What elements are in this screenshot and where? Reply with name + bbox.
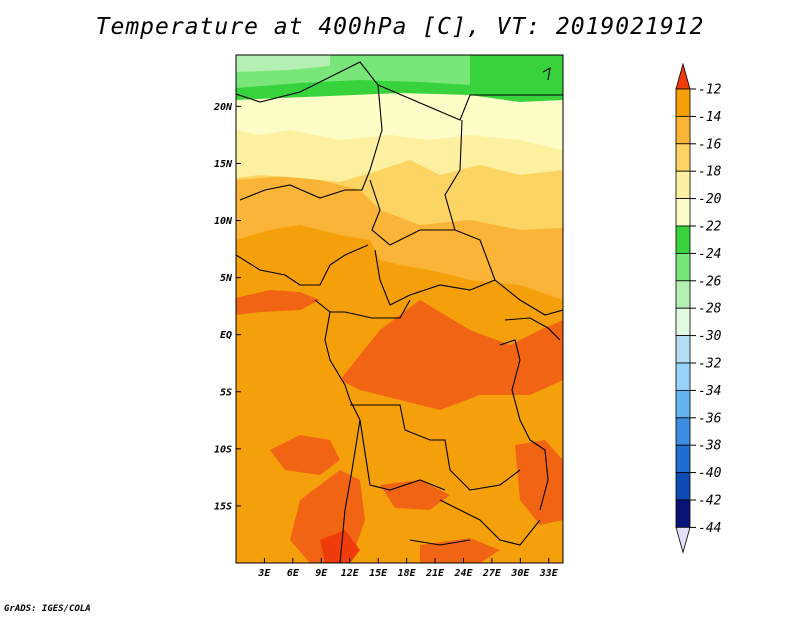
lon-tick-label: 3E — [257, 568, 271, 579]
field-warm-patch — [270, 435, 340, 475]
border-line — [324, 311, 361, 421]
lon-tick-label: 33E — [539, 568, 559, 579]
colorbar-label: -32 — [698, 357, 722, 372]
lat-tick-label: 10N — [214, 216, 233, 227]
colorbar-label: -18 — [698, 165, 722, 180]
border-line — [369, 179, 455, 246]
lon-axis: 3E 6E 9E 12E 15E 18E 21E 24E 27E 30E 33E — [257, 558, 559, 579]
colorbar-swatch — [675, 225, 691, 254]
lat-tick-label: 10S — [214, 444, 232, 455]
map-frame — [235, 54, 564, 564]
colorbar-label: -38 — [698, 439, 722, 454]
field-warm-patch — [515, 440, 563, 525]
border-line — [350, 404, 521, 491]
lon-tick-label: 18E — [398, 568, 417, 579]
field-band-minus28 — [236, 55, 330, 72]
colorbar-label: -12 — [698, 83, 722, 98]
border-line — [409, 539, 471, 546]
border-line — [439, 499, 541, 546]
colorbar-label: -40 — [698, 466, 722, 481]
lon-tick-label: 6E — [287, 568, 300, 579]
temperature-field — [236, 55, 563, 563]
colorbar-swatch — [675, 170, 691, 199]
colorbar-label: -34 — [698, 384, 721, 399]
colorbar-label: -16 — [698, 137, 722, 152]
border-line — [444, 119, 563, 316]
border-line — [542, 66, 551, 81]
border-line — [374, 249, 496, 306]
border-line — [339, 419, 361, 563]
colorbar-swatch — [675, 143, 691, 172]
colorbar-label: -20 — [698, 192, 722, 207]
lat-tick-label: EQ — [220, 330, 232, 341]
field-hot-patch — [320, 530, 360, 563]
field-warm-patch — [420, 538, 500, 563]
colorbar-swatch — [675, 307, 691, 337]
lon-tick-label: 21E — [425, 568, 445, 579]
colorbar-label: -22 — [698, 220, 722, 235]
lon-tick-label: 15E — [369, 568, 388, 579]
colorbar-swatch — [675, 499, 691, 528]
grads-credit: GrADS: IGES/COLA — [4, 604, 91, 614]
colorbar-top-arrow — [675, 62, 691, 90]
lon-tick-label: 27E — [482, 568, 502, 579]
colorbar: -12 -14 -16 -18 -20 -22 -24 -26 -28 -30 -32 -34 -36 -… — [675, 62, 722, 554]
colorbar-swatch — [675, 198, 691, 227]
colorbar-bottom-arrow — [675, 527, 691, 554]
colorbar-swatch — [675, 252, 691, 282]
border-line — [359, 419, 446, 491]
border-line — [236, 61, 383, 201]
colorbar-swatch — [675, 88, 691, 117]
colorbar-label: -14 — [698, 110, 721, 125]
colorbar-label: -24 — [698, 247, 721, 262]
colorbar-label: -36 — [698, 411, 722, 426]
colorbar-swatch — [675, 444, 691, 474]
colorbar-label: -42 — [698, 494, 722, 509]
lon-tick-label: 24E — [453, 568, 473, 579]
colorbar-swatch — [675, 417, 691, 446]
lon-tick-label: 30E — [510, 568, 530, 579]
country-borders — [236, 61, 563, 563]
border-line — [314, 299, 411, 319]
lat-tick-label: 5N — [220, 273, 233, 284]
lon-tick-label: 9E — [315, 568, 328, 579]
colorbar-swatch — [675, 389, 691, 419]
field-warm-patch — [340, 300, 563, 410]
border-line — [236, 244, 369, 286]
border-line — [504, 317, 561, 341]
field-warm-patch — [236, 290, 320, 315]
border-line — [499, 339, 549, 511]
colorbar-swatch — [675, 280, 691, 309]
chart-title: Temperature at 400hPa [C], VT: 201902191… — [95, 14, 705, 40]
colorbar-label: -30 — [698, 329, 722, 344]
lat-axis: 20N 15N 10N 5N EQ 5S 10S 15S — [213, 102, 241, 512]
colorbar-swatch — [675, 472, 691, 501]
colorbar-swatch — [675, 116, 691, 145]
field-band-minus18a — [236, 175, 563, 300]
lat-tick-label: 5S — [220, 387, 232, 398]
field-band-minus22 — [236, 88, 563, 150]
lon-tick-label: 12E — [341, 568, 360, 579]
lat-tick-label: 20N — [213, 102, 233, 113]
lat-tick-label: 15N — [214, 159, 233, 170]
colorbar-label: -26 — [698, 274, 722, 289]
colorbar-swatch — [675, 362, 691, 391]
colorbar-label: -28 — [698, 302, 722, 317]
colorbar-label: -44 — [698, 521, 721, 536]
border-line — [377, 84, 563, 121]
lat-tick-label: 15S — [214, 501, 232, 512]
colorbar-swatch — [675, 335, 691, 364]
